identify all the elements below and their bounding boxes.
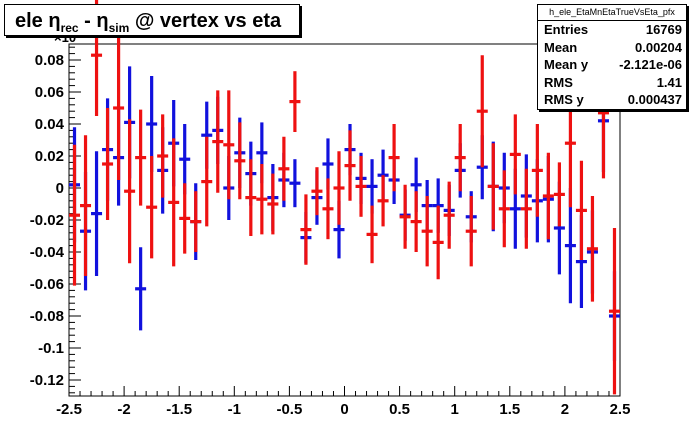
stats-value: -2.121e-06	[619, 57, 682, 73]
title-eta-rec: η	[48, 10, 61, 32]
y-tick-label: -0.02	[30, 212, 64, 229]
data-marks	[69, 0, 620, 395]
stats-value: 0.000437	[627, 92, 682, 108]
title-dash: -	[78, 10, 97, 32]
stats-histogram-name: h_ele_EtaMnEtaTrueVsEta_pfx	[538, 5, 686, 21]
axes-group: -2.5 -2 -1.5 -1 -0.5 0 0.5 1 1.5 2 2.5 0.08 0.06 0.04…	[30, 46, 631, 418]
y-tick-label: -0.04	[30, 244, 65, 261]
stats-label: Entries	[544, 22, 589, 37]
y-tick-label: -0.08	[30, 308, 64, 325]
y-tick-label: 0.06	[35, 84, 64, 101]
series-1	[69, 0, 620, 395]
x-tick-label: -0.5	[276, 401, 302, 418]
stats-row-rms-y: RMS y 0.000437	[538, 91, 686, 109]
stats-value: 16769	[645, 22, 682, 37]
stats-label: Mean	[544, 39, 578, 55]
stats-row-mean: Mean 0.00204	[538, 39, 686, 57]
x-tick-label: 0.5	[389, 401, 410, 418]
x-tick-label: -1.5	[166, 401, 192, 418]
stats-row-entries: Entries 16769	[538, 21, 686, 39]
stats-value: 1.41	[656, 74, 682, 90]
y-tick-label: 0.08	[35, 52, 64, 69]
stats-row-mean-y: Mean y -2.121e-06	[538, 56, 686, 74]
y-tick-label: 0	[56, 180, 64, 197]
title-sub-sim: sim	[108, 21, 130, 35]
stats-label: RMS	[544, 74, 573, 90]
x-tick-label: 2.5	[610, 401, 631, 418]
title-eta-sim: η	[96, 10, 109, 32]
x-tick-label: 0	[340, 401, 348, 418]
x-tick-label: 1.5	[499, 401, 520, 418]
x-tick-label: -2.5	[56, 401, 82, 418]
title-prefix: ele	[15, 10, 49, 32]
x-tick-label: 1	[451, 401, 459, 418]
stats-value: 0.00204	[635, 39, 682, 55]
stats-row-rms: RMS 1.41	[538, 74, 686, 92]
title-suffix: @ vertex vs eta	[129, 10, 282, 32]
y-tick-label: -0.06	[30, 276, 64, 293]
stats-label: Mean y	[544, 57, 589, 73]
title-sub-rec: rec	[60, 21, 79, 35]
y-tick-label: 0.02	[35, 148, 64, 165]
stats-label: RMS y	[544, 92, 584, 108]
x-tick-label: 2	[561, 401, 569, 418]
plot-title: ele ηrec - ηsim @ vertex vs eta	[4, 4, 300, 36]
x-tick-label: -2	[117, 401, 130, 418]
y-tick-label: -0.12	[30, 372, 64, 389]
y-tick-label: 0.04	[35, 116, 65, 133]
stats-box: h_ele_EtaMnEtaTrueVsEta_pfx Entries 1676…	[537, 4, 687, 110]
x-tick-label: -1	[228, 401, 241, 418]
y-tick-label: -0.1	[38, 340, 64, 357]
